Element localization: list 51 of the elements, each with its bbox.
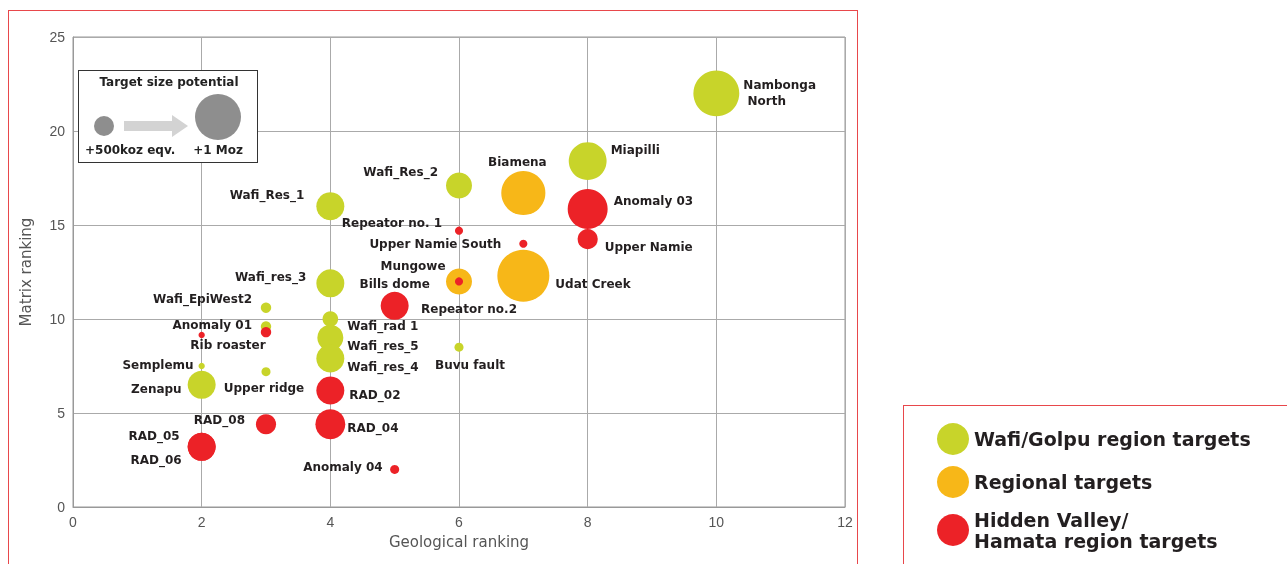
x-tick-label: 4 [326, 514, 335, 530]
annotation: Upper ridge [223, 380, 305, 395]
legend-label: Regional targets [974, 471, 1153, 493]
annotation: Repeator no. 1 [341, 215, 442, 230]
annotation: Anomaly 01 [172, 317, 252, 332]
annotation: Wafi_res_5 [347, 338, 419, 354]
annotation: +1 Moz [193, 143, 243, 157]
annotation: Nambonga North [743, 78, 817, 109]
x-tick-label: 8 [583, 514, 592, 530]
annotation: Wafi_EpiWest2 [153, 291, 252, 307]
y-tick-label: 10 [49, 311, 66, 327]
annotation: RAD_02 [349, 388, 401, 404]
x-tick-label: 6 [455, 514, 464, 530]
annotation: Buvu fault [435, 358, 506, 373]
annotation: Wafi_res_3 [234, 270, 307, 286]
annotation: Rib roaster [190, 338, 266, 353]
annotation: RAD_05 [128, 428, 180, 444]
annotation: Wafi_Res_1 [229, 188, 305, 204]
annotation: Upper Namie [604, 240, 693, 255]
annotation: +500koz eqv. [85, 143, 176, 157]
y-tick-label: 0 [57, 499, 66, 515]
y-tick-label: 20 [49, 123, 66, 139]
annotation: Wafi_Res_2 [363, 164, 438, 180]
y-tick-label: 25 [49, 29, 66, 45]
annotation: Zenapu [131, 381, 182, 396]
annotation: RAD_06 [130, 452, 182, 468]
annotation: RAD_08 [193, 413, 245, 429]
x-tick-label: 2 [197, 514, 206, 530]
x-axis-title: Geological ranking [388, 532, 530, 551]
y-axis-title: Matrix ranking [16, 217, 35, 327]
annotation: Semplemu [122, 358, 194, 372]
annotation: Biamena [488, 155, 547, 170]
annotation: Anomaly 04 [303, 460, 383, 475]
annotation: Udat Creek [555, 276, 632, 291]
x-tick-label: 0 [69, 514, 78, 530]
y-tick-label: 5 [57, 405, 66, 421]
annotation: Anomaly 03 [613, 194, 694, 209]
annotation: Mungowe [380, 259, 446, 274]
annotation: Wafi_rad 1 [347, 319, 419, 334]
legend-label: Wafi/Golpu region targets [974, 428, 1251, 450]
annotation: Upper Namie South [369, 236, 502, 251]
annotation: Repeator no.2 [421, 302, 517, 317]
annotation: Wafi_res_4 [347, 360, 419, 376]
y-tick-label: 15 [49, 217, 66, 233]
legend-label: Hidden Valley/ Hamata region targets [974, 508, 1218, 552]
annotation: Miapilli [610, 143, 660, 158]
x-tick-label: 10 [708, 514, 725, 530]
annotation: Target size potential [98, 75, 240, 89]
x-tick-label: 12 [837, 514, 853, 530]
annotation: Bills dome [359, 276, 430, 291]
annotation: RAD_04 [347, 421, 399, 437]
